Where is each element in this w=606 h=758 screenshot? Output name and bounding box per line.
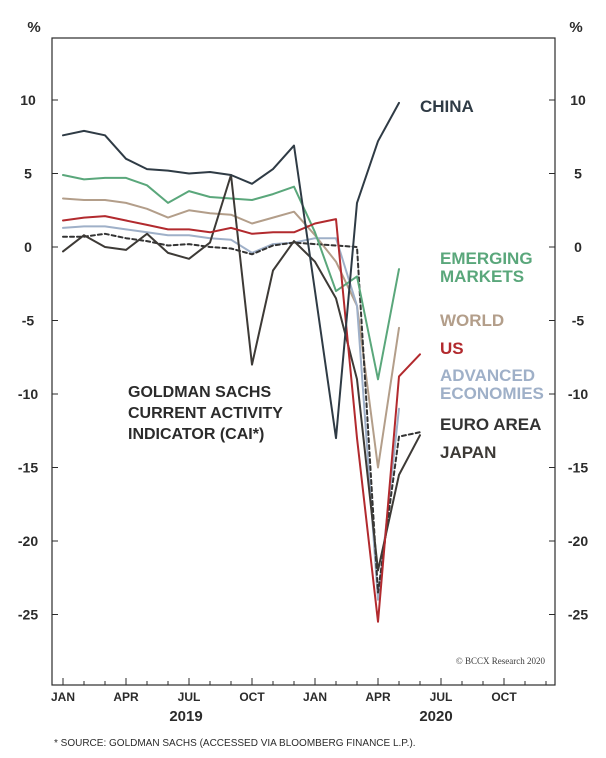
series-label-emerging-markets: EMERGING (440, 249, 533, 268)
axis-ticks (52, 99, 555, 685)
x-axis-labels: JAN APR JUL OCT JAN APR JUL OCT (51, 690, 517, 704)
series-lines (62, 101, 421, 623)
y-tick-label-left: 5 (24, 166, 32, 182)
y-tick-label-right: -5 (572, 313, 585, 329)
y-tick-label-left: -25 (18, 607, 38, 623)
y-tick-label-right: -25 (568, 607, 588, 623)
y-tick-label-left: 0 (24, 239, 32, 255)
series-label-advanced-economies: ADVANCED (440, 366, 535, 385)
x-tick-label: JUL (430, 690, 453, 704)
y-tick-label-left: -5 (22, 313, 35, 329)
series-line-advanced-economies (62, 225, 400, 601)
x-tick-label: OCT (239, 690, 265, 704)
y-tick-label-left: 10 (20, 92, 36, 108)
chart-title-line-3: INDICATOR (CAI*) (128, 426, 264, 443)
year-label-2019: 2019 (169, 708, 202, 725)
x-tick-label: JAN (303, 690, 327, 704)
y-tick-label-right: -15 (568, 460, 588, 476)
y-tick-label-left: -15 (18, 460, 38, 476)
y-tick-label-left: -20 (18, 533, 38, 549)
y-tick-label-right: 10 (570, 92, 586, 108)
series-line-euro-area (62, 232, 421, 594)
x-tick-label: APR (365, 690, 391, 704)
chart-title-line-2: CURRENT ACTIVITY (128, 405, 283, 422)
series-line-japan (62, 174, 421, 572)
y-axis-left-labels: 10 5 0 -5 -10 -15 -20 -25 (18, 92, 38, 623)
series-line-china (62, 101, 400, 440)
chart-title-line-1: GOLDMAN SACHS (128, 384, 271, 401)
series-label-world: WORLD (440, 311, 504, 330)
x-tick-label: OCT (491, 690, 517, 704)
x-tick-label: JAN (51, 690, 75, 704)
chart-title: GOLDMAN SACHS CURRENT ACTIVITY INDICATOR… (128, 384, 283, 443)
y-axis-right-labels: 10 5 0 -5 -10 -15 -20 -25 (568, 92, 588, 623)
series-line-us (62, 215, 421, 623)
series-label-emerging-markets: MARKETS (440, 267, 524, 286)
x-tick-label: JUL (178, 690, 201, 704)
plot-frame (51, 37, 556, 686)
y-tick-label-right: 0 (574, 239, 582, 255)
year-label-2020: 2020 (419, 708, 452, 725)
series-label-japan: JAPAN (440, 443, 496, 462)
series-label-us: US (440, 339, 464, 358)
y-tick-label-right: -20 (568, 533, 588, 549)
series-label-advanced-economies: ECONOMIES (440, 384, 544, 403)
series-line-world (62, 197, 400, 469)
research-credit: © BCCX Research 2020 (456, 656, 546, 666)
y-tick-label-left: -10 (18, 386, 38, 402)
y-tick-label-right: -10 (568, 386, 588, 402)
unit-left: % (27, 19, 40, 36)
x-tick-label: APR (113, 690, 139, 704)
series-label-china: CHINA (420, 97, 474, 116)
series-label-euro-area: EURO AREA (440, 415, 541, 434)
y-tick-label-right: 5 (574, 166, 582, 182)
source-note: * SOURCE: GOLDMAN SACHS (ACCESSED VIA BL… (54, 738, 416, 749)
unit-right: % (569, 19, 582, 36)
